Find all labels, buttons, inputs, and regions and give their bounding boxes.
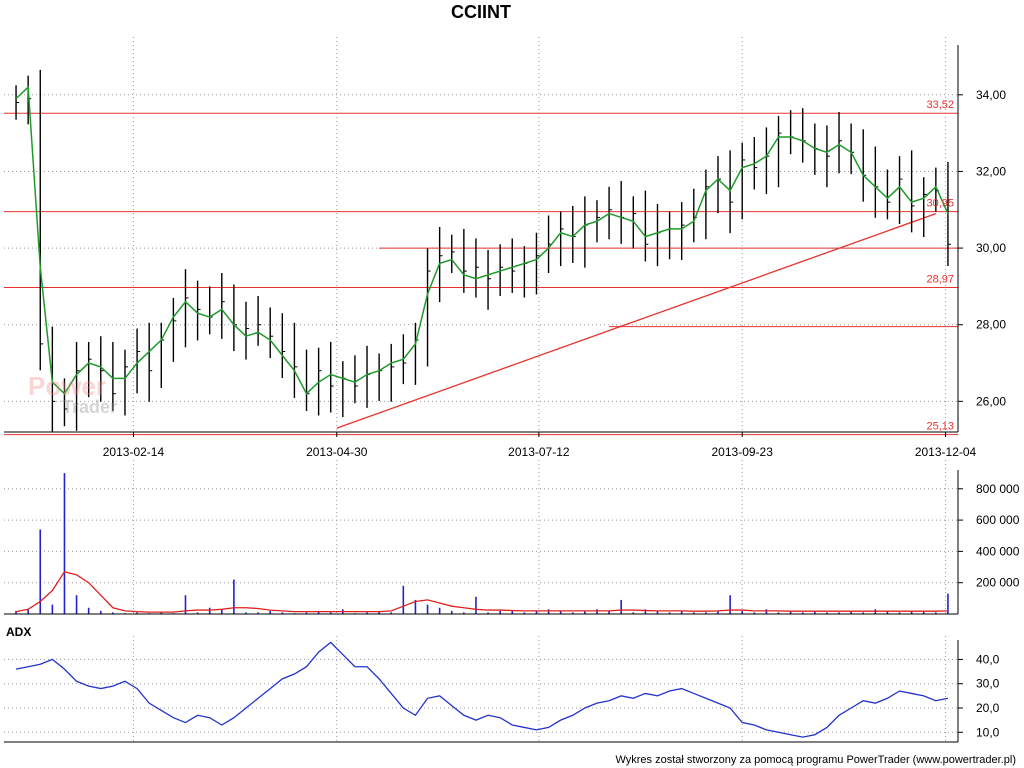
watermark-trader: Trader xyxy=(62,397,117,417)
y-tick-label: 34,00 xyxy=(976,88,1006,102)
y-tick-label: 26,00 xyxy=(976,394,1006,408)
y-tick-label: 30,0 xyxy=(976,677,1000,691)
axes-layer xyxy=(4,45,963,743)
price-bars xyxy=(15,69,951,433)
footer-credit: Wykres został stworzony za pomocą progra… xyxy=(615,754,1016,766)
volume-ma-line xyxy=(15,570,948,613)
y-tick-label: 28,00 xyxy=(976,318,1006,332)
x-tick-label: 2013-04-30 xyxy=(306,445,368,459)
adx-line-path xyxy=(15,641,949,738)
y-tick-label: 800 000 xyxy=(976,482,1020,496)
x-tick-label: 2013-02-14 xyxy=(103,445,165,459)
adx-line xyxy=(15,641,949,738)
y-tick-label: 400 000 xyxy=(976,544,1020,558)
levels-layer xyxy=(4,112,958,436)
chart-title: CCIINT xyxy=(451,2,511,22)
grid-layer xyxy=(4,37,958,742)
watermark-logo: Power Trader xyxy=(28,371,117,417)
moving-average xyxy=(15,85,949,395)
y-tick-label: 32,00 xyxy=(976,164,1006,178)
labels-layer: 2013-02-14 2013-04-30 2013-07-12 2013-09-23… xyxy=(103,88,1020,739)
y-tick-label: 600 000 xyxy=(976,513,1020,527)
price-level-label: 33,52 xyxy=(926,99,954,111)
watermark-power: Power xyxy=(28,371,106,401)
y-tick-label: 200 000 xyxy=(976,576,1020,590)
price-level-label: 28,97 xyxy=(926,274,954,286)
y-tick-label: 20,0 xyxy=(976,701,1000,715)
x-tick-label: 2013-09-23 xyxy=(712,445,774,459)
y-tick-label: 10,0 xyxy=(976,725,1000,739)
trend-line xyxy=(336,212,937,429)
y-tick-label: 40,0 xyxy=(976,652,1000,666)
y-tick-label: 30,00 xyxy=(976,241,1006,255)
adx-panel-title: ADX xyxy=(6,625,31,639)
volume-bars xyxy=(15,473,949,614)
x-tick-label: 2013-07-12 xyxy=(508,445,570,459)
price-level-label: 30,95 xyxy=(926,198,954,210)
price-level-label: 25,13 xyxy=(926,421,954,433)
x-tick-label: 2013-12-04 xyxy=(915,445,977,459)
ma-line xyxy=(15,85,949,395)
